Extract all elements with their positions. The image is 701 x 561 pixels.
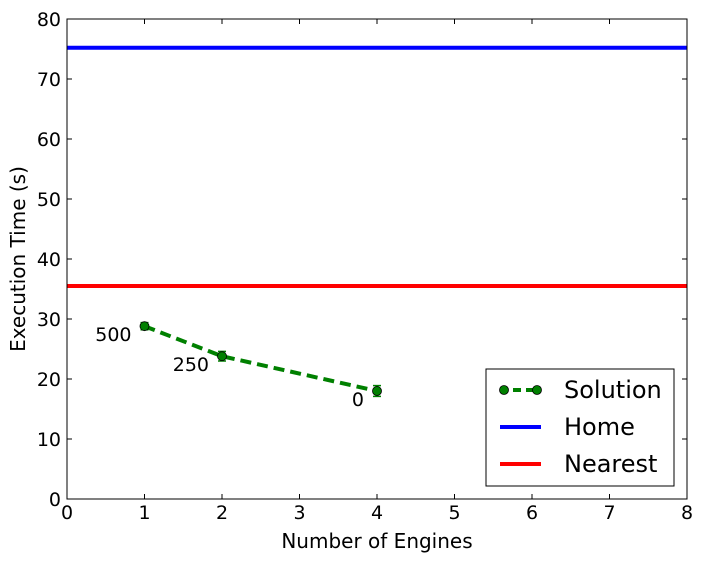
x-tick-label: 6: [526, 502, 538, 524]
legend-marker: [532, 385, 542, 395]
y-tick-label: 0: [49, 489, 61, 511]
data-label: 500: [95, 324, 131, 346]
data-point: [139, 321, 150, 332]
legend: Solution Home Nearest: [485, 368, 675, 487]
y-tick-label: 20: [37, 369, 61, 391]
series-line-solution: [143, 324, 378, 393]
y-tick-label: 80: [37, 9, 61, 31]
data-point: [217, 351, 227, 362]
x-tick-label: 2: [216, 502, 228, 524]
y-tick-label: 50: [37, 189, 61, 211]
x-tick-label: 5: [448, 502, 460, 524]
data-label: 250: [173, 354, 209, 376]
y-tick-label: 60: [37, 129, 61, 151]
x-tick-label: 4: [371, 502, 383, 524]
x-tick-label: 3: [293, 502, 305, 524]
y-tick-label: 40: [37, 249, 61, 271]
data-label: 0: [352, 389, 364, 411]
chart-marks: 500 250 0: [67, 45, 687, 411]
x-axis-label: Number of Engines: [281, 529, 472, 553]
data-point: [372, 386, 382, 396]
y-tick-label: 30: [37, 309, 61, 331]
legend-marker: [499, 385, 509, 395]
x-tick-label: 1: [138, 502, 150, 524]
legend-entry-label: Solution: [564, 376, 662, 404]
y-tick-label: 10: [37, 429, 61, 451]
y-axis-label: Execution Time (s): [6, 166, 30, 352]
legend-entry-label: Home: [564, 413, 635, 441]
legend-entry-label: Nearest: [564, 450, 657, 478]
x-tick-label: 7: [603, 502, 615, 524]
y-tick-label: 70: [37, 69, 61, 91]
x-tick-label: 8: [681, 502, 693, 524]
x-tick-label: 0: [61, 502, 73, 524]
